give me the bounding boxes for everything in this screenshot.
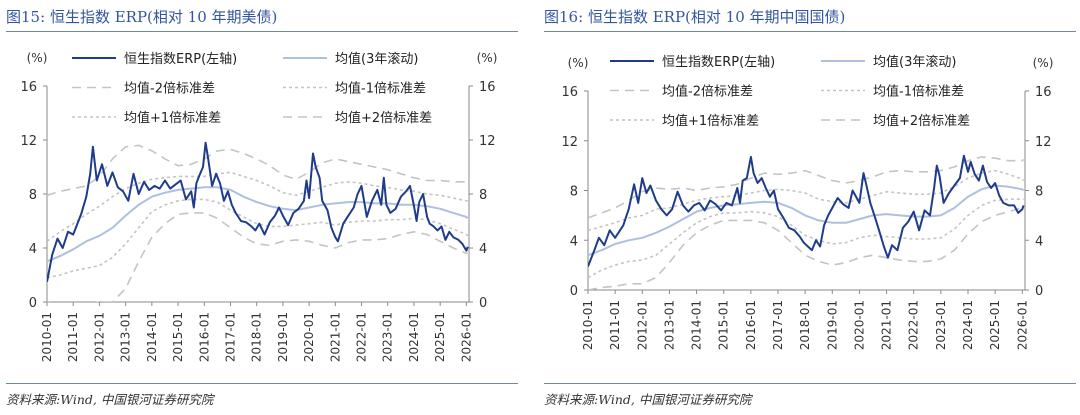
right-y-tick-label: 8 <box>1035 185 1043 200</box>
left-axis-unit: (%) <box>568 56 589 70</box>
right-y-tick-label: 0 <box>1035 284 1043 299</box>
x-tick-label: 2014-01 <box>145 312 159 362</box>
left-y-tick-label: 4 <box>29 242 37 257</box>
x-tick-label: 2025-01 <box>988 300 1002 350</box>
x-tick-label: 2014-01 <box>690 300 704 350</box>
left-y-tick-label: 8 <box>570 185 578 200</box>
right-y-tick-label: 8 <box>479 188 487 203</box>
x-tick-label: 2023-01 <box>934 300 948 350</box>
figure-15-panel: 图15: 恒生指数 ERP(相对 10 年期美债) (%) (%) 0 0 4 4 8 8 12… <box>0 0 522 415</box>
right-y-tick-label: 0 <box>479 296 487 311</box>
left-y-tick-label: 8 <box>29 188 37 203</box>
std-band-series-line <box>47 171 468 242</box>
std-band-series-line <box>588 169 1025 232</box>
figure-15-bottom-rule <box>6 383 518 384</box>
figure-16-title-rule <box>544 31 1076 32</box>
rolling-mean-series-line <box>588 184 1025 257</box>
right-y-tick-label: 16 <box>479 80 496 95</box>
figure-15-chart: (%) (%) 0 0 4 4 8 8 12 12 16 16 2010-01 2011-01 2012-0… <box>20 51 498 362</box>
right-axis-unit: (%) <box>1033 56 1054 70</box>
right-y-tick-label: 12 <box>479 134 496 149</box>
x-tick-label: 2018-01 <box>798 300 812 350</box>
figure-15-title-rule <box>6 31 518 32</box>
x-tick-label: 2019-01 <box>276 312 290 362</box>
right-y-tick-label: 16 <box>1035 85 1052 100</box>
figure-16-source: 资料来源:Wind, 中国银河证券研究院 <box>544 392 752 407</box>
x-tick-label: 2021-01 <box>328 312 342 362</box>
x-tick-label: 2012-01 <box>635 300 649 350</box>
x-tick-label: 2013-01 <box>662 300 676 350</box>
std-band-series-line <box>588 156 1025 219</box>
left-y-tick-label: 0 <box>29 296 37 311</box>
left-y-tick-label: 16 <box>20 80 37 95</box>
x-tick-label: 2012-01 <box>92 312 106 362</box>
figure-16-bottom-rule <box>544 383 1076 384</box>
x-tick-label: 2022-01 <box>907 300 921 350</box>
left-y-tick-label: 12 <box>561 135 578 150</box>
x-tick-label: 2010-01 <box>40 312 54 362</box>
right-axis-unit: (%) <box>477 51 498 65</box>
left-axis-unit: (%) <box>27 51 48 65</box>
x-tick-label: 2019-01 <box>825 300 839 350</box>
legend-label: 均值-2倍标准差 <box>124 81 215 97</box>
rolling-mean-series-line <box>47 186 469 263</box>
figure-15-title-text: 恒生指数 ERP(相对 10 年期美债) <box>49 8 278 26</box>
figure-15-title: 图15: 恒生指数 ERP(相对 10 年期美债) <box>6 6 277 27</box>
x-tick-label: 2016-01 <box>744 300 758 350</box>
std-band-series-line <box>47 198 469 279</box>
x-tick-label: 2026-01 <box>1015 300 1029 350</box>
x-tick-label: 2010-01 <box>581 300 595 350</box>
x-tick-label: 2018-01 <box>250 312 264 362</box>
x-tick-label: 2013-01 <box>119 312 133 362</box>
left-y-tick-label: 12 <box>20 134 37 149</box>
legend-label: 均值(3年滚动) <box>335 51 418 67</box>
legend-label: 恒生指数ERP(左轴) <box>662 55 775 70</box>
legend-label: 恒生指数ERP(左轴) <box>124 52 237 67</box>
legend-label: 均值-1倍标准差 <box>873 84 964 100</box>
legend-label: 均值+2倍标准差 <box>873 113 970 129</box>
legend-label: 均值+1倍标准差 <box>124 110 221 126</box>
left-y-tick-label: 0 <box>570 284 578 299</box>
x-tick-label: 2022-01 <box>355 312 369 362</box>
legend-label: 均值+2倍标准差 <box>335 110 432 126</box>
right-y-tick-label: 4 <box>1035 234 1043 249</box>
x-tick-label: 2017-01 <box>771 300 785 350</box>
x-tick-label: 2025-01 <box>433 312 447 362</box>
legend-label: 均值-1倍标准差 <box>335 81 426 97</box>
erp-series-line <box>47 141 469 282</box>
figure-16-chart: (%) (%) 0 0 4 4 8 8 12 12 16 16 2010-01 2011-01 2012-0… <box>561 54 1054 350</box>
left-y-tick-label: 16 <box>561 85 578 100</box>
x-tick-label: 2017-01 <box>223 312 237 362</box>
figure-16-title-text: 恒生指数 ERP(相对 10 年期中国国债) <box>587 8 846 26</box>
x-tick-label: 2015-01 <box>171 312 185 362</box>
x-tick-label: 2011-01 <box>608 300 622 350</box>
legend-label: 均值(3年滚动) <box>873 54 956 70</box>
figure-16-label: 图16: <box>544 8 584 26</box>
x-tick-label: 2011-01 <box>66 312 80 362</box>
legend-label: 均值+1倍标准差 <box>662 113 759 129</box>
right-y-tick-label: 4 <box>479 242 487 257</box>
x-tick-label: 2015-01 <box>717 300 731 350</box>
x-tick-label: 2024-01 <box>961 300 975 350</box>
x-tick-label: 2021-01 <box>880 300 894 350</box>
std-band-series-line <box>588 207 1024 290</box>
figure-16-panel: 图16: 恒生指数 ERP(相对 10 年期中国国债) (%) (%) 0 0 4 4 8 8… <box>538 0 1080 415</box>
right-y-tick-label: 12 <box>1035 135 1052 150</box>
figure-16-title: 图16: 恒生指数 ERP(相对 10 年期中国国债) <box>544 6 845 27</box>
x-tick-label: 2020-01 <box>852 300 866 350</box>
std-band-series-line <box>47 144 469 197</box>
x-tick-label: 2020-01 <box>302 312 316 362</box>
figure-15-source: 资料来源:Wind, 中国银河证券研究院 <box>6 392 214 407</box>
left-y-tick-label: 4 <box>570 234 578 249</box>
legend-label: 均值-2倍标准差 <box>662 84 753 100</box>
std-band-series-line <box>47 212 468 302</box>
figure-15-label: 图15: <box>6 8 46 26</box>
std-band-series-line <box>588 198 1024 279</box>
x-tick-label: 2026-01 <box>459 312 473 362</box>
x-tick-label: 2023-01 <box>381 312 395 362</box>
erp-series-line <box>588 154 1025 267</box>
x-tick-label: 2024-01 <box>407 312 421 362</box>
x-tick-label: 2016-01 <box>197 312 211 362</box>
